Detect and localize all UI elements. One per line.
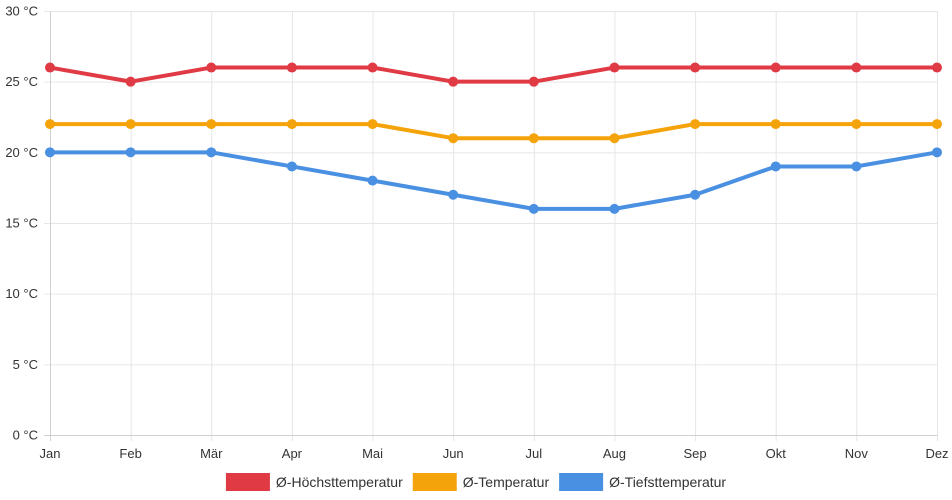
y-tick-label: 30 °C [5,4,38,19]
data-point [367,175,378,186]
data-point [851,62,862,73]
data-point [528,133,539,144]
x-tick-label: Dez [925,446,948,461]
data-point [528,203,539,214]
data-point [770,62,781,73]
data-point [932,119,942,130]
legend-item-1[interactable]: Ø-Höchsttemperatur [225,473,403,491]
x-tick-label: Jul [526,446,543,461]
legend-label: Ø-Temperatur [463,474,550,490]
series-2 [45,119,942,144]
data-point [125,76,136,87]
data-point [609,203,620,214]
y-tick-label: 25 °C [5,74,38,89]
series-line [48,65,939,84]
data-point [851,119,862,130]
data-point [690,119,701,130]
data-point [770,119,781,130]
data-point [45,147,55,158]
data-point [367,119,378,130]
data-point [206,62,217,73]
series-line [48,122,939,141]
series [45,62,942,214]
y-tick-label: 10 °C [5,286,38,301]
data-point [45,62,55,73]
legend-swatch [225,473,270,491]
data-point [448,189,459,200]
data-point [609,133,620,144]
data-point [932,62,942,73]
axes: 0 °C 5 °C 10 °C 15 °C 20 °C 25 °C 30 °C Jan Feb M… [5,4,948,462]
x-tick-label: Jan [40,446,61,461]
legend-swatch [559,473,604,491]
legend-swatch [412,473,457,491]
data-point [851,161,862,172]
data-point [206,119,217,130]
data-point [770,161,781,172]
data-point [528,76,539,87]
x-tick-label: Okt [766,446,787,461]
data-point [690,62,701,73]
data-point [286,119,297,130]
data-point [125,119,136,130]
data-point [609,62,620,73]
x-tick-label: Nov [845,446,869,461]
data-point [367,62,378,73]
legend-item-3[interactable]: Ø-Tiefsttemperatur [559,473,726,491]
x-tick-label: Aug [603,446,626,461]
data-point [932,147,942,158]
x-tick-label: Jun [443,446,464,461]
series-3 [45,147,942,214]
x-tick-label: Feb [119,446,141,461]
grid [44,11,938,441]
data-point [690,189,701,200]
legend-item-2[interactable]: Ø-Temperatur [412,473,550,491]
data-point [448,133,459,144]
data-point [448,76,459,87]
y-tick-label: 20 °C [5,145,38,160]
x-tick-label: Sep [684,446,707,461]
data-point [45,119,55,130]
data-point [206,147,217,158]
y-tick-label: 0 °C [13,428,38,443]
data-point [286,62,297,73]
legend[interactable]: Ø-Höchsttemperatur Ø-Temperatur Ø-Tiefstte… [225,473,726,491]
series-1 [45,62,942,87]
y-tick-label: 15 °C [5,216,38,231]
x-tick-label: Mär [200,446,223,461]
x-tick-label: Mai [362,446,383,461]
x-tick-label: Apr [282,446,303,461]
legend-label: Ø-Höchsttemperatur [276,474,403,490]
data-point [286,161,297,172]
data-point [125,147,136,158]
legend-label: Ø-Tiefsttemperatur [609,474,726,490]
series-line [48,150,939,211]
y-tick-label: 5 °C [13,357,38,372]
